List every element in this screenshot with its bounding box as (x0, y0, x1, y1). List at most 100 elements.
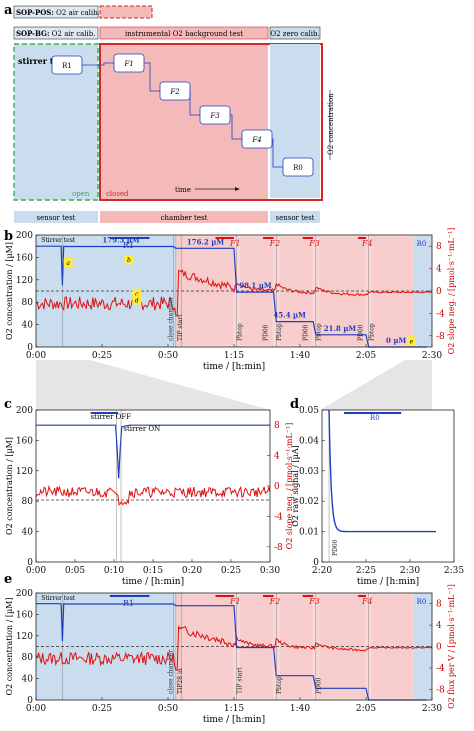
flux-series (35, 269, 433, 317)
region-label: Stirrer test (41, 595, 76, 602)
zero-calib-bar (269, 26, 321, 40)
y-tick-label: 120 (16, 276, 33, 286)
o2-series (36, 424, 270, 479)
y-tick-label: 0.02 (299, 497, 319, 507)
y-tick-label: 200 (16, 231, 33, 241)
y-tick-label: 160 (16, 253, 33, 263)
region-label: F4 (361, 597, 373, 606)
schematic-arrow (144, 62, 160, 92)
event-annotation: Pbtop (236, 323, 243, 341)
y-tick-label: 80 (22, 298, 34, 308)
event-annotation: close chamber (168, 650, 175, 694)
y2-tick-label: -8 (274, 543, 283, 553)
value-label: 21.8 µM (324, 324, 357, 333)
y2-tick-label: -4 (274, 512, 283, 522)
region-label: F2 (269, 239, 281, 248)
y-tick-label: 0.04 (299, 436, 319, 446)
x-tick-label: 0:10 (104, 566, 124, 576)
region-label: F3 (308, 597, 320, 606)
stirrer-on-label: stirrer ON (123, 425, 160, 433)
legend-bg-text: O2 air calib. (50, 30, 96, 38)
x-tick-label: 0:30 (260, 566, 280, 576)
marker-label: d (135, 298, 139, 305)
event-annotation: TIP28 in (177, 668, 184, 694)
value-label: 98.1 µM (239, 281, 272, 290)
x-axis-label: time / [h:min] (203, 715, 265, 725)
y2-axis-label: O2 flux per V / [pmol·s⁻¹·mL⁻¹] (447, 584, 456, 709)
schematic-step-label: F3 (209, 112, 220, 120)
chamber-test-bar (100, 211, 268, 223)
y-tick-label: 200 (16, 589, 33, 599)
schematic-step-label: R0 (293, 164, 303, 172)
y-axis-label: O2 concentration / [µM] (5, 242, 14, 340)
panel-letter-d: d (290, 397, 299, 412)
y-tick-label: 0.05 (299, 406, 319, 416)
x-axis-label: time / [h:min] (203, 362, 265, 372)
y2-tick-label: -4 (436, 664, 445, 674)
schematic-step-label: R1 (62, 62, 72, 70)
o2-series (36, 602, 427, 701)
stirrer-test-label: stirrer test (18, 56, 67, 66)
x-tick-label: 0:00 (26, 704, 46, 714)
value-label: 0 µM (386, 336, 406, 345)
y2-tick-label: 8 (436, 600, 442, 610)
x-tick-label: 1:40 (290, 704, 310, 714)
x-tick-label: 2:05 (356, 704, 376, 714)
y-tick-label: 0 (27, 696, 33, 706)
x-tick-label: 0:50 (158, 704, 178, 714)
region-label: F1 (229, 597, 241, 606)
region-label: R0 (417, 598, 427, 606)
event-annotation: Pbtop (276, 676, 283, 694)
x-tick-label: 2:35 (444, 566, 464, 576)
event-annotation: PD00 (263, 324, 270, 341)
stirrer-off-label: stirrer OFF (91, 413, 132, 421)
plot-frame (321, 409, 455, 563)
marker-label: b (127, 257, 131, 264)
y2-tick-label: 8 (274, 421, 280, 431)
y-tick-label: 80 (22, 497, 34, 507)
legend-pos-bold: SOP-POS: (16, 8, 54, 17)
x-tick-label: 2:30 (400, 566, 420, 576)
y2-axis-label: O2 slope neg. / [pmol·s⁻¹·mL⁻¹] (447, 228, 456, 355)
schematic-step-label: F2 (169, 88, 180, 96)
marker-box (406, 336, 416, 346)
r0-label: R0 (370, 414, 380, 422)
event-annotation: TIP start (177, 314, 184, 341)
legend-pos-text: O2 air calib. (54, 9, 100, 17)
region-label: F2 (269, 597, 281, 606)
event-annotation: PD00 (302, 324, 309, 341)
y2-tick-label: 8 (436, 242, 442, 252)
y-tick-label: 120 (16, 467, 33, 477)
closed-border (99, 43, 323, 201)
y-tick-label: 0 (313, 558, 319, 568)
x-tick-label: 1:15 (224, 351, 244, 361)
marker-label: c (135, 291, 139, 298)
x-tick-label: 0:50 (158, 351, 178, 361)
legend-bg-bold: SOP-BG: (16, 29, 50, 38)
x-axis-label: time / [h:min] (122, 577, 184, 587)
panel-letter-b: b (4, 229, 13, 244)
region-label: F1 (229, 239, 241, 248)
x-tick-label: 0:05 (65, 566, 85, 576)
flux-series (35, 625, 433, 671)
sensor-test-right: sensor test (276, 214, 315, 222)
x-tick-label: 0:25 (92, 704, 112, 714)
x-tick-label: 0:15 (143, 566, 163, 576)
schematic-arrow (189, 91, 200, 116)
x-tick-label: 1:15 (224, 704, 244, 714)
x-tick-label: 0:00 (26, 566, 46, 576)
y-tick-label: 80 (22, 653, 34, 663)
zoom-d-connector (320, 360, 432, 410)
schematic-time-label: time (175, 186, 191, 194)
x-tick-label: 2:25 (356, 566, 376, 576)
x-tick-label: 2:30 (422, 704, 442, 714)
x-tick-label: 2:05 (356, 351, 376, 361)
x-tick-label: 0:25 (92, 351, 112, 361)
value-label: 179.5 µM (102, 235, 139, 244)
y-tick-label: 160 (16, 436, 33, 446)
region-label: F4 (361, 239, 373, 248)
sensor-test-left: sensor test (37, 214, 76, 222)
legend-pos-red-box (99, 5, 153, 19)
svg-text:SOP-POS: O2 air calib.: SOP-POS: O2 air calib. (16, 8, 100, 17)
y2-tick-label: 0 (274, 482, 280, 492)
